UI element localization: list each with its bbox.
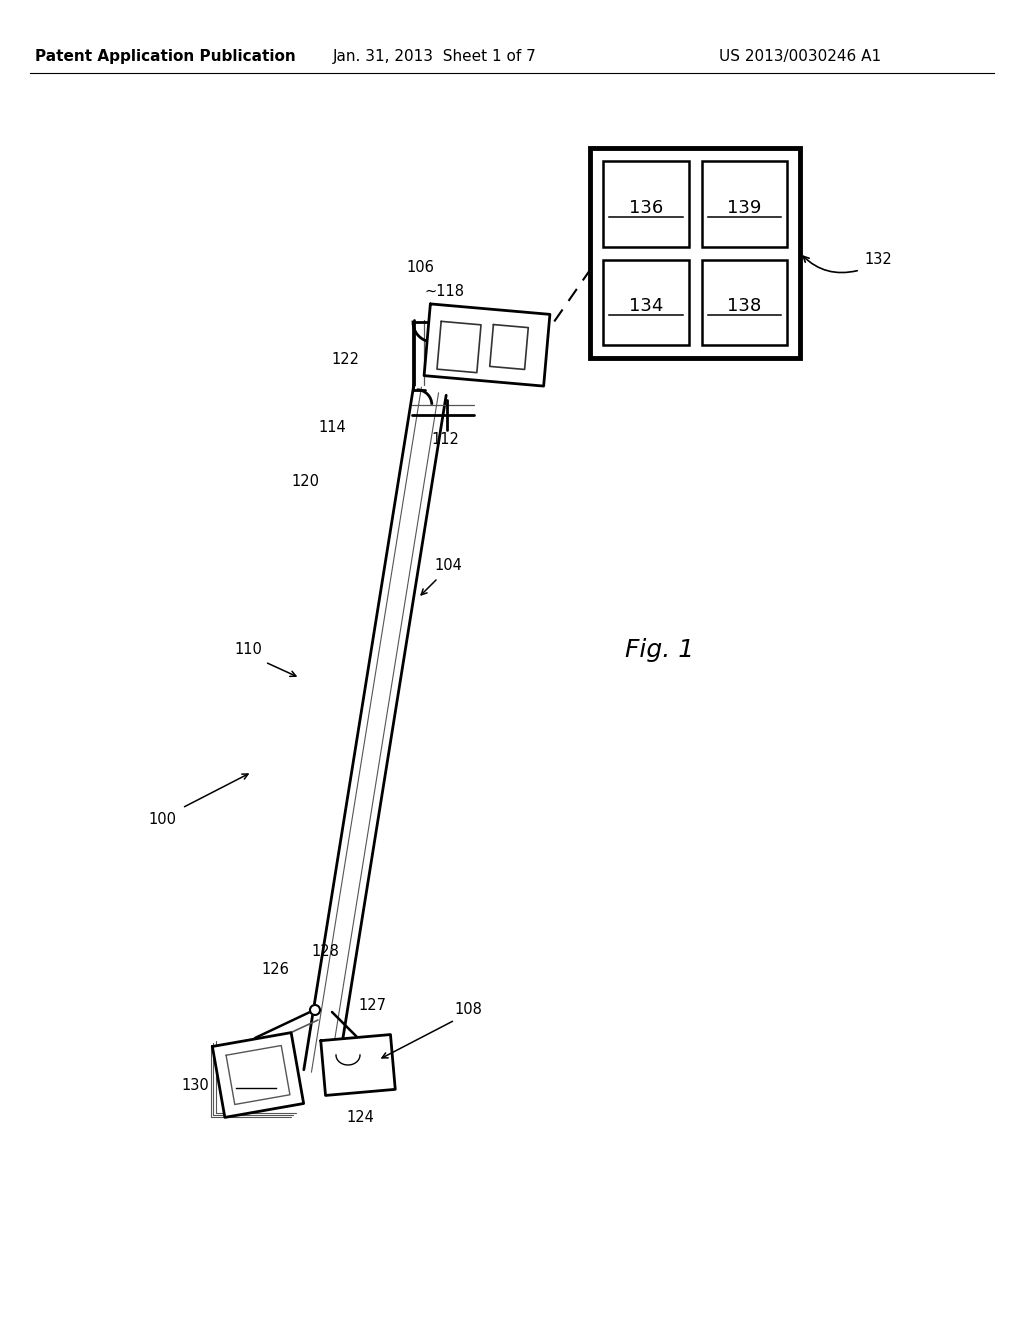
Bar [603,161,688,247]
Text: 100: 100 [148,813,176,828]
Text: 112: 112 [431,433,459,447]
Text: 124: 124 [346,1110,374,1126]
Text: Jan. 31, 2013  Sheet 1 of 7: Jan. 31, 2013 Sheet 1 of 7 [333,49,537,65]
Polygon shape [437,321,481,372]
Text: Fig. 1: Fig. 1 [626,638,694,663]
Text: 108: 108 [454,1002,482,1018]
Polygon shape [489,325,528,370]
Bar [590,148,800,358]
Text: 122: 122 [331,352,359,367]
Text: 126: 126 [261,962,289,978]
Text: 114: 114 [318,421,346,436]
Circle shape [310,1005,319,1015]
Bar [701,161,787,247]
Text: 130: 130 [181,1077,209,1093]
Polygon shape [424,304,550,385]
Text: US 2013/0030246 A1: US 2013/0030246 A1 [719,49,881,65]
Text: 120: 120 [291,474,319,490]
Text: 104: 104 [434,557,462,573]
Text: 136: 136 [629,199,663,216]
Text: 139: 139 [727,199,762,216]
Polygon shape [226,1045,290,1105]
Polygon shape [212,1032,304,1118]
Text: 106: 106 [407,260,434,276]
Text: 116: 116 [516,372,544,388]
Text: 138: 138 [727,297,762,315]
Text: 127: 127 [358,998,386,1012]
Polygon shape [321,1035,395,1096]
Text: ~118: ~118 [425,285,465,300]
Text: 134: 134 [629,297,663,315]
Bar [701,260,787,345]
Text: 128: 128 [311,945,339,960]
Text: 132: 132 [864,252,892,268]
Text: 110: 110 [234,643,262,657]
Text: Patent Application Publication: Patent Application Publication [35,49,295,65]
Text: 102: 102 [238,1068,272,1092]
Bar [603,260,688,345]
